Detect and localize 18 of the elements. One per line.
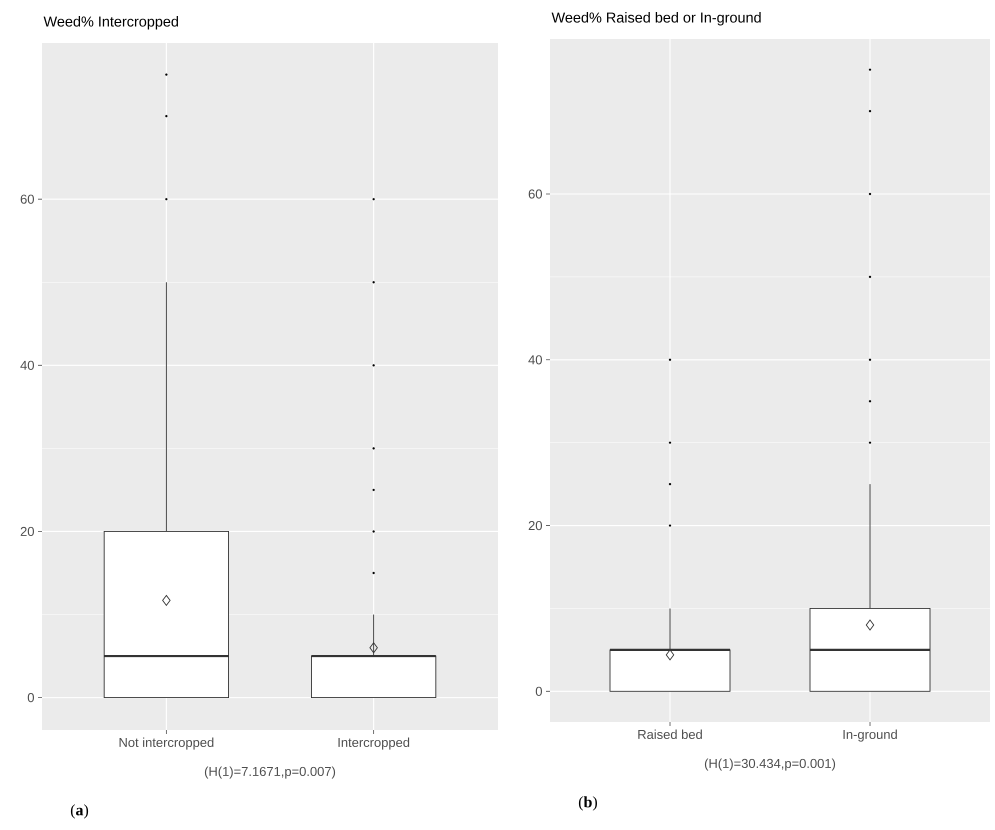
y-tick-label: 60 — [20, 194, 34, 204]
x-tick-label: Raised bed — [638, 730, 702, 740]
x-tick-label: Intercropped — [338, 738, 410, 750]
y-tick-label: 40 — [20, 360, 34, 370]
chart-title: Weed% Intercropped — [44, 16, 178, 30]
y-tick-label: 0 — [536, 686, 542, 696]
y-tick-label: 60 — [528, 189, 542, 199]
y-tick-label: 0 — [28, 693, 34, 702]
text: (H(1)=30.434,p=0.001) — [704, 758, 836, 771]
x-tick-label: In-ground — [843, 730, 897, 742]
chart-title: Weed% Raised bed or In-ground — [552, 12, 761, 26]
y-tick-label: 20 — [528, 520, 542, 530]
x-tick-label: Not intercropped — [120, 738, 214, 750]
text: (H(1)=7.1671,p=0.007) — [204, 766, 336, 779]
y-tick-label: 40 — [528, 355, 542, 364]
text: (b) — [578, 796, 597, 811]
text: (a) — [70, 804, 88, 819]
y-tick-label: 20 — [20, 526, 34, 536]
